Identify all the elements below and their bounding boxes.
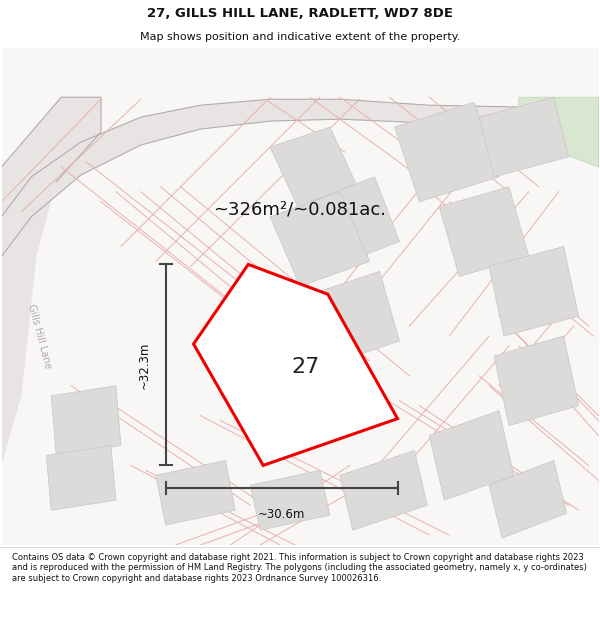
Text: ~30.6m: ~30.6m xyxy=(258,508,305,521)
Polygon shape xyxy=(270,127,360,212)
Polygon shape xyxy=(395,102,499,202)
Polygon shape xyxy=(439,187,529,276)
Text: Gills Hill Lane: Gills Hill Lane xyxy=(26,302,53,369)
Text: 27, GILLS HILL LANE, RADLETT, WD7 8DE: 27, GILLS HILL LANE, RADLETT, WD7 8DE xyxy=(147,7,453,20)
Polygon shape xyxy=(194,264,398,466)
Polygon shape xyxy=(494,336,578,426)
Text: Map shows position and indicative extent of the property.: Map shows position and indicative extent… xyxy=(140,32,460,42)
Polygon shape xyxy=(51,386,121,456)
Polygon shape xyxy=(519,98,599,167)
Polygon shape xyxy=(46,446,116,510)
Polygon shape xyxy=(2,99,599,256)
Polygon shape xyxy=(270,192,370,286)
Polygon shape xyxy=(2,98,101,466)
Polygon shape xyxy=(305,271,400,366)
Polygon shape xyxy=(310,177,400,266)
Text: ~32.3m: ~32.3m xyxy=(137,341,150,389)
Polygon shape xyxy=(430,411,514,500)
Text: Contains OS data © Crown copyright and database right 2021. This information is : Contains OS data © Crown copyright and d… xyxy=(12,553,587,582)
Polygon shape xyxy=(489,461,566,538)
Polygon shape xyxy=(156,461,235,525)
Polygon shape xyxy=(340,451,427,530)
Text: 27: 27 xyxy=(292,357,320,377)
Polygon shape xyxy=(489,246,578,336)
Polygon shape xyxy=(250,471,330,530)
Text: ~326m²/~0.081ac.: ~326m²/~0.081ac. xyxy=(214,201,386,219)
Polygon shape xyxy=(479,98,569,177)
